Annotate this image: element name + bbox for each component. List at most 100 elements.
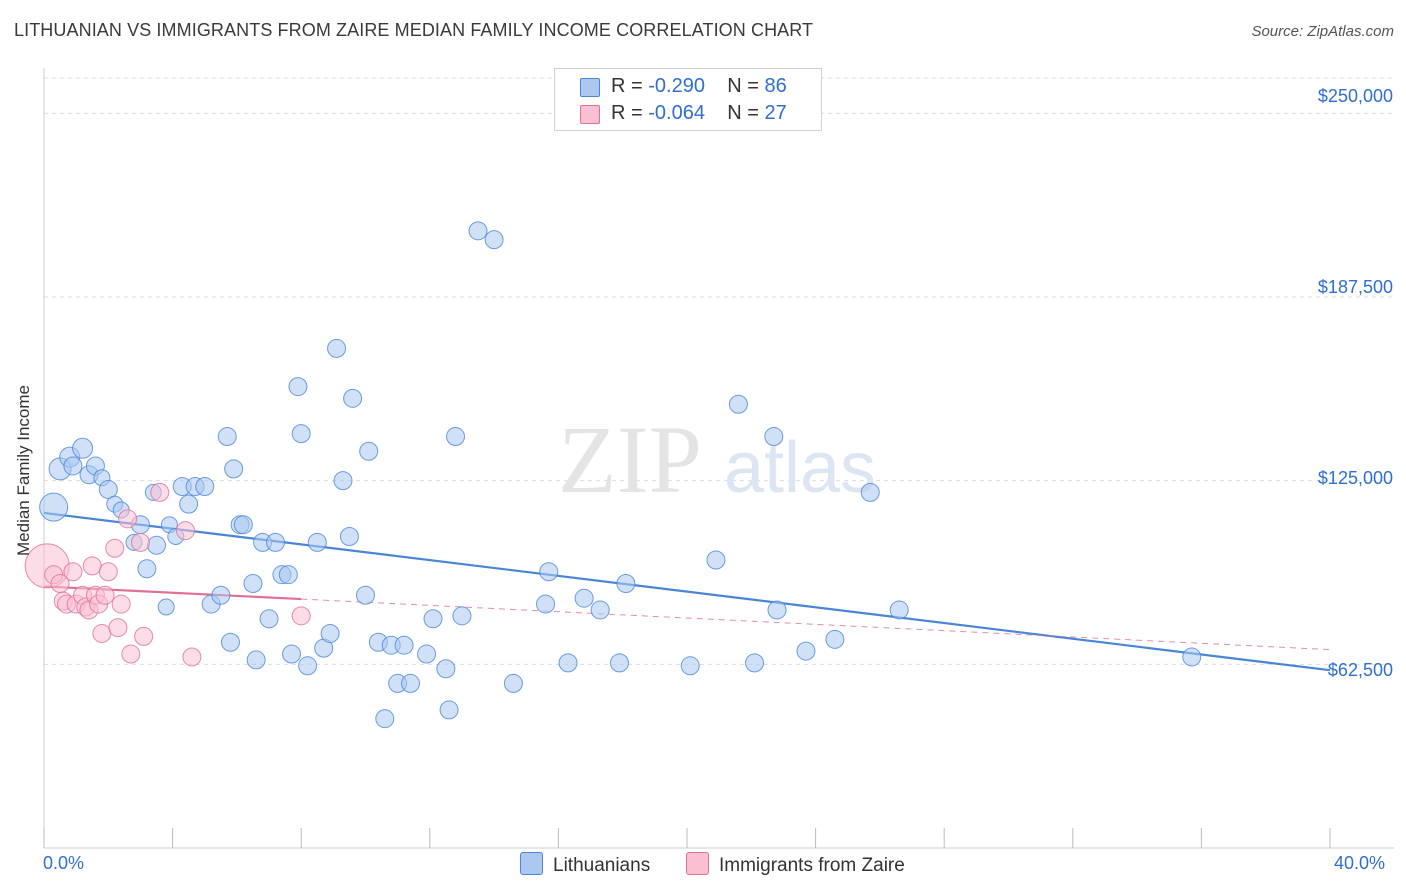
y-axis-title: Median Family Income — [14, 384, 33, 556]
point-lithuanians — [417, 644, 437, 664]
point-lithuanians — [298, 656, 318, 676]
point-zaire — [118, 509, 138, 529]
point-zaire — [175, 521, 195, 541]
point-zaire — [108, 618, 128, 638]
point-zaire — [111, 594, 131, 614]
point-zaire — [92, 623, 112, 643]
point-zaire — [130, 532, 150, 552]
point-lithuanians — [343, 388, 363, 408]
trend-line-dashed-1 — [301, 598, 1331, 651]
point-zaire — [134, 626, 154, 646]
point-lithuanians — [609, 653, 629, 673]
chart-title: LITHUANIAN VS IMMIGRANTS FROM ZAIRE MEDI… — [14, 20, 814, 40]
point-lithuanians — [333, 471, 353, 491]
point-zaire — [82, 556, 102, 576]
point-lithuanians — [359, 441, 379, 461]
legend-r-label: R = — [611, 75, 643, 97]
watermark: ZIP atlas — [558, 406, 876, 513]
legend-r-value-zaire: -0.064 — [648, 102, 705, 124]
point-lithuanians — [764, 427, 784, 447]
point-lithuanians — [72, 437, 94, 459]
source-label: Source: ZipAtlas.com — [1251, 23, 1394, 40]
point-lithuanians — [590, 600, 610, 620]
point-lithuanians — [291, 424, 311, 444]
legend-swatch-lithuanians — [580, 78, 600, 97]
point-lithuanians — [307, 532, 327, 552]
point-lithuanians — [446, 427, 466, 447]
point-lithuanians — [536, 594, 556, 614]
point-lithuanians — [259, 609, 279, 629]
legend-n-value-lithuanians: 86 — [764, 75, 787, 97]
legend-n-label: N = — [727, 75, 759, 97]
data-points — [24, 221, 1202, 729]
point-lithuanians — [220, 632, 240, 652]
bottom-legend-swatch-zaire — [686, 852, 709, 875]
point-lithuanians — [825, 629, 845, 649]
point-zaire — [105, 538, 125, 558]
point-lithuanians — [484, 230, 504, 250]
legend-r-value-lithuanians: -0.290 — [648, 75, 705, 97]
x-tick-label-max: 40.0% — [1334, 853, 1386, 873]
point-lithuanians — [288, 377, 308, 397]
point-lithuanians — [574, 588, 594, 608]
point-zaire — [98, 562, 118, 582]
point-zaire — [150, 482, 170, 502]
bottom-legend-zaire: Immigrants from Zaire — [686, 852, 905, 877]
point-lithuanians — [233, 515, 253, 535]
point-lithuanians — [243, 573, 263, 593]
point-lithuanians — [423, 609, 443, 629]
point-lithuanians — [356, 585, 375, 605]
point-lithuanians — [224, 459, 244, 479]
point-lithuanians — [147, 535, 167, 555]
point-lithuanians — [503, 673, 523, 693]
point-lithuanians — [680, 656, 700, 676]
point-zaire — [291, 606, 311, 626]
y-tick-label: $62,500 — [1327, 660, 1393, 680]
point-lithuanians — [39, 492, 69, 522]
point-lithuanians — [728, 394, 748, 414]
point-zaire — [95, 585, 115, 605]
point-zaire — [182, 647, 202, 667]
point-lithuanians — [98, 479, 118, 499]
point-lithuanians — [706, 550, 726, 570]
point-lithuanians — [339, 526, 359, 546]
point-lithuanians — [468, 221, 488, 241]
y-tick-label: $250,000 — [1317, 86, 1393, 106]
point-lithuanians — [265, 532, 285, 552]
point-lithuanians — [179, 494, 199, 514]
y-tick-label: $125,000 — [1317, 468, 1393, 488]
point-lithuanians — [539, 562, 559, 582]
point-lithuanians — [217, 427, 237, 447]
point-lithuanians — [767, 600, 787, 620]
point-lithuanians — [796, 641, 816, 661]
axes — [43, 68, 1394, 849]
stats-legend: R = -0.290 N = 86 R = -0.064 N = 27 — [554, 68, 822, 131]
legend-r-label: R = — [611, 102, 643, 124]
bottom-legend-label-lithuanians: Lithuanians — [553, 855, 651, 876]
y-tick-label: $187,500 — [1317, 277, 1393, 297]
point-lithuanians — [745, 653, 765, 673]
watermark-zip: ZIP — [558, 406, 702, 513]
point-lithuanians — [436, 659, 456, 679]
bottom-legend-label-zaire: Immigrants from Zaire — [719, 855, 905, 876]
legend-swatch-zaire — [580, 105, 600, 124]
point-lithuanians — [282, 644, 302, 664]
point-lithuanians — [889, 600, 909, 620]
legend-n-label: N = — [727, 102, 759, 124]
bottom-legend-swatch-lithuanians — [520, 852, 543, 875]
point-zaire — [63, 562, 83, 582]
point-lithuanians — [1182, 647, 1202, 667]
point-lithuanians — [246, 650, 266, 670]
point-lithuanians — [375, 709, 395, 729]
point-lithuanians — [401, 673, 421, 693]
x-tick-label-min: 0.0% — [43, 853, 85, 873]
point-lithuanians — [452, 606, 472, 626]
point-lithuanians — [394, 635, 414, 655]
point-lithuanians — [211, 585, 231, 605]
point-lithuanians — [439, 700, 459, 720]
point-lithuanians — [278, 565, 298, 585]
grid — [44, 77, 1394, 665]
point-lithuanians — [157, 598, 175, 616]
point-lithuanians — [63, 456, 83, 476]
